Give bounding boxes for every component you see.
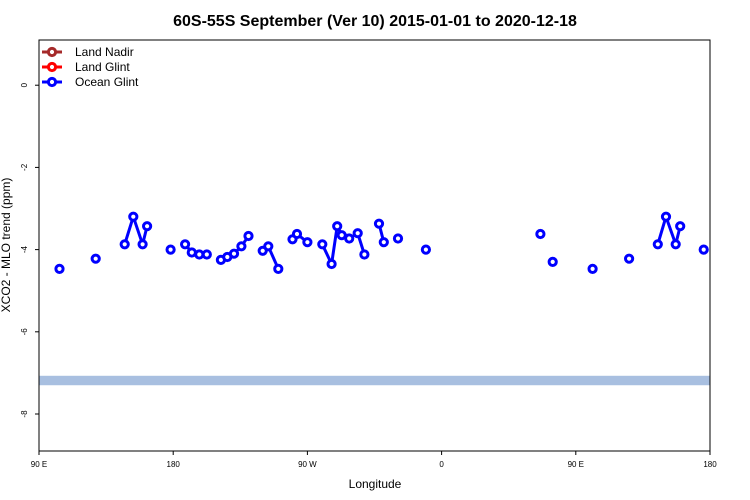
series-line xyxy=(123,215,149,246)
x-tick-label: 0 xyxy=(439,460,444,469)
series-2 xyxy=(54,211,709,274)
x-tick-label: 90 E xyxy=(31,460,47,469)
data-point xyxy=(547,256,558,267)
data-point xyxy=(359,249,370,260)
data-point xyxy=(535,228,546,240)
legend-swatch-marker xyxy=(46,46,58,58)
legend-item: Land Glint xyxy=(42,60,130,74)
data-point xyxy=(352,228,363,239)
data-point xyxy=(128,211,139,222)
x-tick-label: 90 W xyxy=(298,460,317,469)
x-tick-label: 90 E xyxy=(568,460,584,469)
y-tick-label: -2 xyxy=(20,163,29,171)
series-line xyxy=(656,215,682,246)
data-point xyxy=(378,237,389,248)
data-point xyxy=(332,221,343,232)
data-point xyxy=(698,244,709,255)
legend-label: Land Nadir xyxy=(75,45,134,59)
legend-swatch-marker xyxy=(46,76,58,88)
data-point xyxy=(228,248,240,259)
chart-title: 60S-55S September (Ver 10) 2015-01-01 to… xyxy=(173,13,577,30)
data-point xyxy=(660,211,672,222)
data-point xyxy=(243,230,254,242)
data-point xyxy=(137,239,148,250)
reference-band-rect xyxy=(39,375,710,386)
data-point xyxy=(263,241,274,252)
y-axis-ticks: 0 -2 -4 -6 -8 xyxy=(20,82,39,418)
legend-item: Land Nadir xyxy=(42,45,134,59)
data-point xyxy=(54,263,65,274)
legend-item: Ocean Glint xyxy=(42,75,139,89)
data-point xyxy=(90,253,101,264)
data-point xyxy=(236,241,247,252)
x-tick-label: 180 xyxy=(703,460,717,469)
data-point xyxy=(142,221,153,232)
x-tick-label: 180 xyxy=(167,460,181,469)
data-point xyxy=(201,249,212,260)
legend-swatch-marker xyxy=(46,61,58,73)
data-point xyxy=(336,230,347,241)
data-point xyxy=(291,228,303,240)
y-tick-label: -8 xyxy=(20,410,29,418)
data-point xyxy=(180,239,191,250)
plot-frame xyxy=(38,39,711,452)
series-layer xyxy=(54,211,709,274)
data-point xyxy=(344,233,355,244)
y-tick-label: 0 xyxy=(20,82,29,87)
data-point xyxy=(317,239,328,250)
reference-band xyxy=(39,375,710,386)
x-axis-label: Longitude xyxy=(349,477,402,491)
y-axis-label: XCO2 - MLO trend (ppm) xyxy=(0,178,13,313)
legend-label: Land Glint xyxy=(75,60,130,74)
data-point xyxy=(420,244,431,255)
x-axis-ticks: 90 E 180 90 W 0 90 E 180 xyxy=(31,451,717,469)
data-point xyxy=(624,253,635,264)
data-point xyxy=(165,244,176,255)
data-point xyxy=(119,239,130,250)
data-point xyxy=(670,239,681,250)
y-tick-label: -4 xyxy=(20,246,29,254)
data-point xyxy=(326,258,337,270)
data-point xyxy=(587,263,598,274)
data-point xyxy=(392,233,404,244)
data-point xyxy=(652,239,663,250)
y-tick-label: -6 xyxy=(20,328,29,336)
legend-label: Ocean Glint xyxy=(75,75,139,89)
data-point xyxy=(675,221,686,232)
data-point xyxy=(273,263,284,274)
data-point xyxy=(302,237,313,248)
data-point xyxy=(373,218,385,229)
